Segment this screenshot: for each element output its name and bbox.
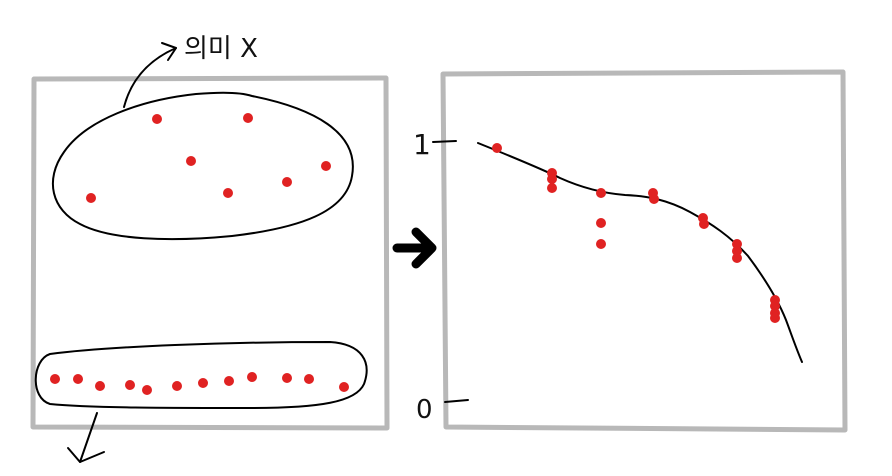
axis-tick-bottom [444, 399, 469, 403]
curve-dot [699, 219, 709, 229]
cluster-dot [86, 193, 96, 203]
cluster-dot [304, 374, 314, 384]
lower-arrowhead [67, 447, 105, 463]
right-panel-frame [440, 69, 848, 433]
annotation-label: 의미 X [184, 34, 258, 64]
curve-dot [492, 143, 502, 153]
curve-dot [547, 183, 557, 193]
upper-cluster-dots [86, 113, 331, 203]
curve-dot [732, 239, 742, 249]
lower-cluster-outline [34, 341, 368, 409]
axis-label-bottom: 0 [416, 395, 433, 425]
left-panel [30, 42, 390, 463]
cluster-dot [282, 177, 292, 187]
cluster-dot [73, 374, 83, 384]
curve-dots [492, 143, 780, 323]
cluster-dot [224, 376, 234, 386]
curve-dot [649, 194, 659, 204]
curve-dot [547, 174, 557, 184]
right-panel [432, 69, 848, 433]
curve-dot [770, 313, 780, 323]
cluster-dot [142, 385, 152, 395]
lower-arrow [79, 412, 98, 463]
left-panel-frame [30, 75, 390, 431]
lower-cluster-dots [50, 372, 349, 395]
cluster-dot [243, 113, 253, 123]
axis-tick-top [432, 140, 457, 143]
upper-cluster-outline [51, 91, 354, 241]
curve-dot [770, 301, 780, 311]
cluster-dot [339, 382, 349, 392]
curve-dot [596, 188, 606, 198]
cluster-dot [125, 380, 135, 390]
cluster-dot [223, 188, 233, 198]
cluster-dot [282, 373, 292, 383]
cluster-dot [50, 374, 60, 384]
curve-dot [732, 246, 742, 256]
cluster-dot [186, 156, 196, 166]
cluster-dot [198, 378, 208, 388]
curve-dot [732, 253, 742, 263]
axis-label-top: 1 [413, 128, 431, 161]
annotation-arrow [123, 47, 177, 108]
annotation-arrowhead [161, 42, 177, 61]
cluster-dot [95, 381, 105, 391]
cluster-dot [321, 161, 331, 171]
trend-curve [477, 142, 803, 363]
right-arrow-icon [392, 227, 437, 269]
curve-dot [596, 218, 606, 228]
curve-dot [596, 239, 606, 249]
cluster-dot [172, 381, 182, 391]
cluster-dot [247, 372, 257, 382]
cluster-dot [152, 114, 162, 124]
